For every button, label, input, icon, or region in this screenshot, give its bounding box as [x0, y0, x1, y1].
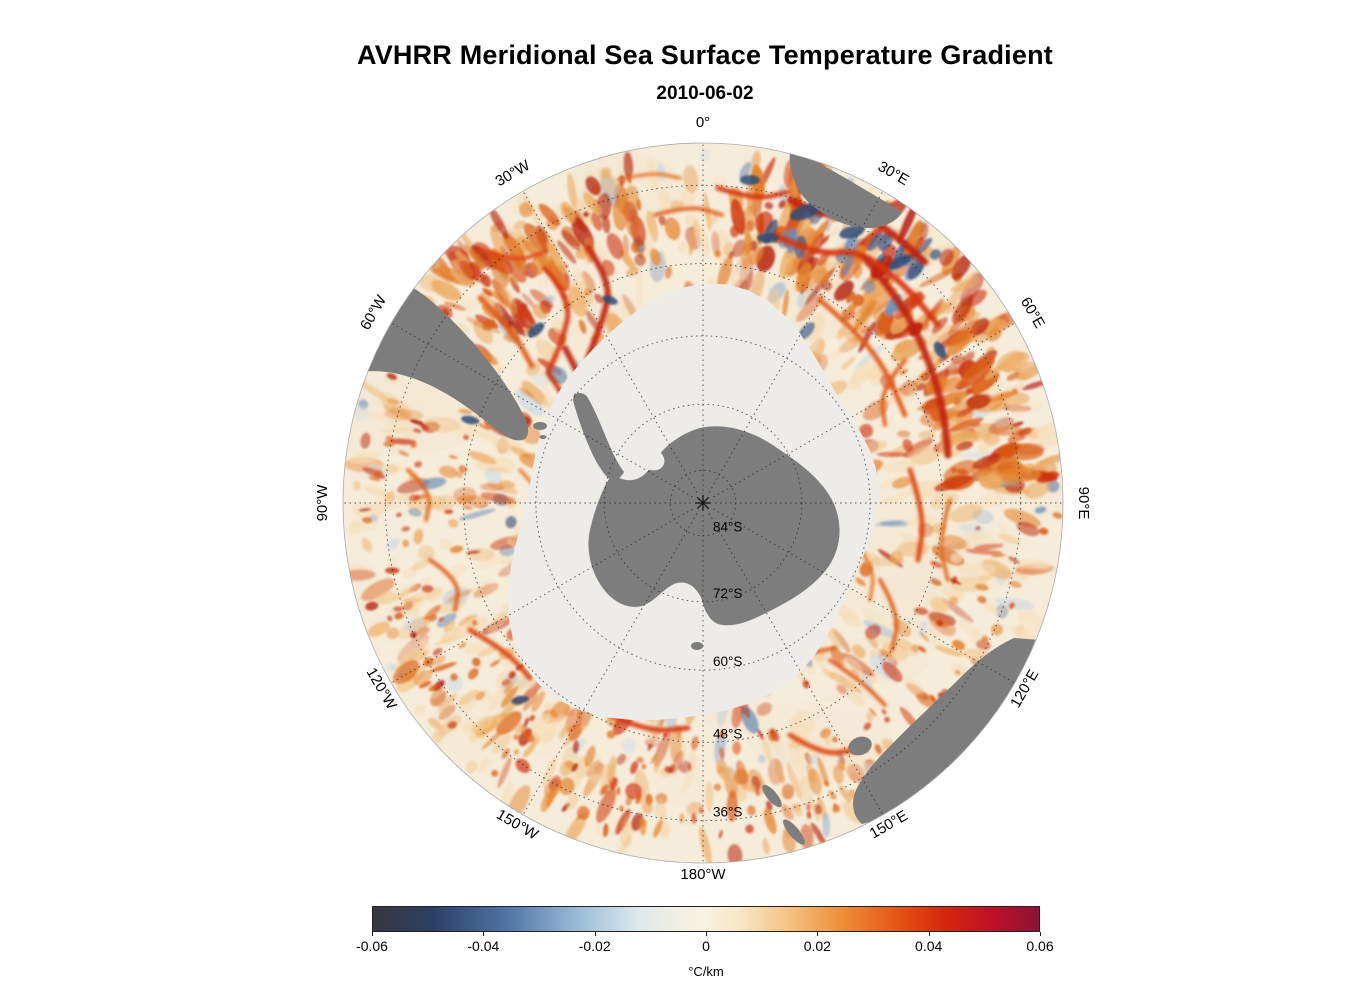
sst-gradient-field [343, 149, 1063, 863]
lat-label: 84°S [713, 520, 742, 535]
colorbar: -0.06 -0.04 -0.02 0 0.02 0.04 0.06 °C/km [356, 906, 1054, 979]
colorbar-tickmark [594, 932, 596, 936]
lon-label: 90°E [1075, 487, 1092, 520]
colorbar-tickmark [928, 932, 930, 936]
latitude-labels: 84°S 72°S 60°S 48°S 36°S [713, 520, 742, 820]
pole-marker [695, 495, 711, 511]
colorbar-tick-label: -0.02 [578, 938, 611, 954]
colorbar-tickmark [483, 932, 485, 936]
chart-date: 2010-06-02 [656, 83, 754, 104]
lon-label: 0° [696, 114, 710, 131]
lon-label: 60°W [357, 292, 391, 333]
antarctic-peninsula [573, 393, 624, 480]
map-rim [342, 142, 1064, 864]
colorbar-tick-label: 0 [702, 938, 710, 954]
antarctica [588, 426, 840, 626]
colorbar-unit-label: °C/km [688, 964, 724, 979]
lat-label: 36°S [713, 805, 742, 820]
lat-label: 72°S [713, 586, 742, 601]
lon-label: 30°W [493, 157, 534, 191]
colorbar-tick-label: -0.06 [356, 938, 388, 954]
colorbar-tick-label: 0.02 [803, 938, 831, 954]
colorbar-tickmark [1040, 932, 1041, 936]
colorbar-ticks: -0.06 -0.04 -0.02 0 0.02 0.04 0.06 [356, 932, 1054, 962]
new-zealand-north [762, 784, 782, 808]
australia [853, 638, 1040, 824]
new-zealand-south [783, 819, 805, 845]
map-disc [343, 143, 1063, 863]
lat-label: 60°S [713, 654, 742, 669]
colorbar-gradient [372, 906, 1040, 932]
falkland-islands [533, 422, 547, 430]
ross-ice-shelf [674, 586, 704, 620]
colorbar-tick-label: -0.04 [467, 938, 500, 954]
lon-label: 180°W [680, 866, 726, 883]
chart-title: AVHRR Meridional Sea Surface Temperature… [357, 40, 1053, 70]
colorbar-tick-label: 0.04 [915, 938, 943, 954]
lon-label: 30°E [875, 158, 912, 189]
lon-label: 60°E [1017, 294, 1048, 331]
colorbar-tickmark [817, 932, 819, 936]
africa [789, 150, 902, 228]
figure-header: AVHRR Meridional Sea Surface Temperature… [0, 40, 1356, 105]
graticule [343, 143, 1063, 863]
island [539, 435, 547, 439]
colorbar-tickmark [372, 932, 373, 936]
lon-label: 90°W [314, 484, 331, 522]
colorbar-tick-label: 0.06 [1026, 938, 1054, 954]
ronne-ice-shelf [639, 448, 665, 471]
lat-label: 48°S [713, 726, 742, 741]
island [691, 642, 703, 650]
tasmania [848, 736, 872, 756]
colorbar-tickmark [706, 932, 707, 936]
